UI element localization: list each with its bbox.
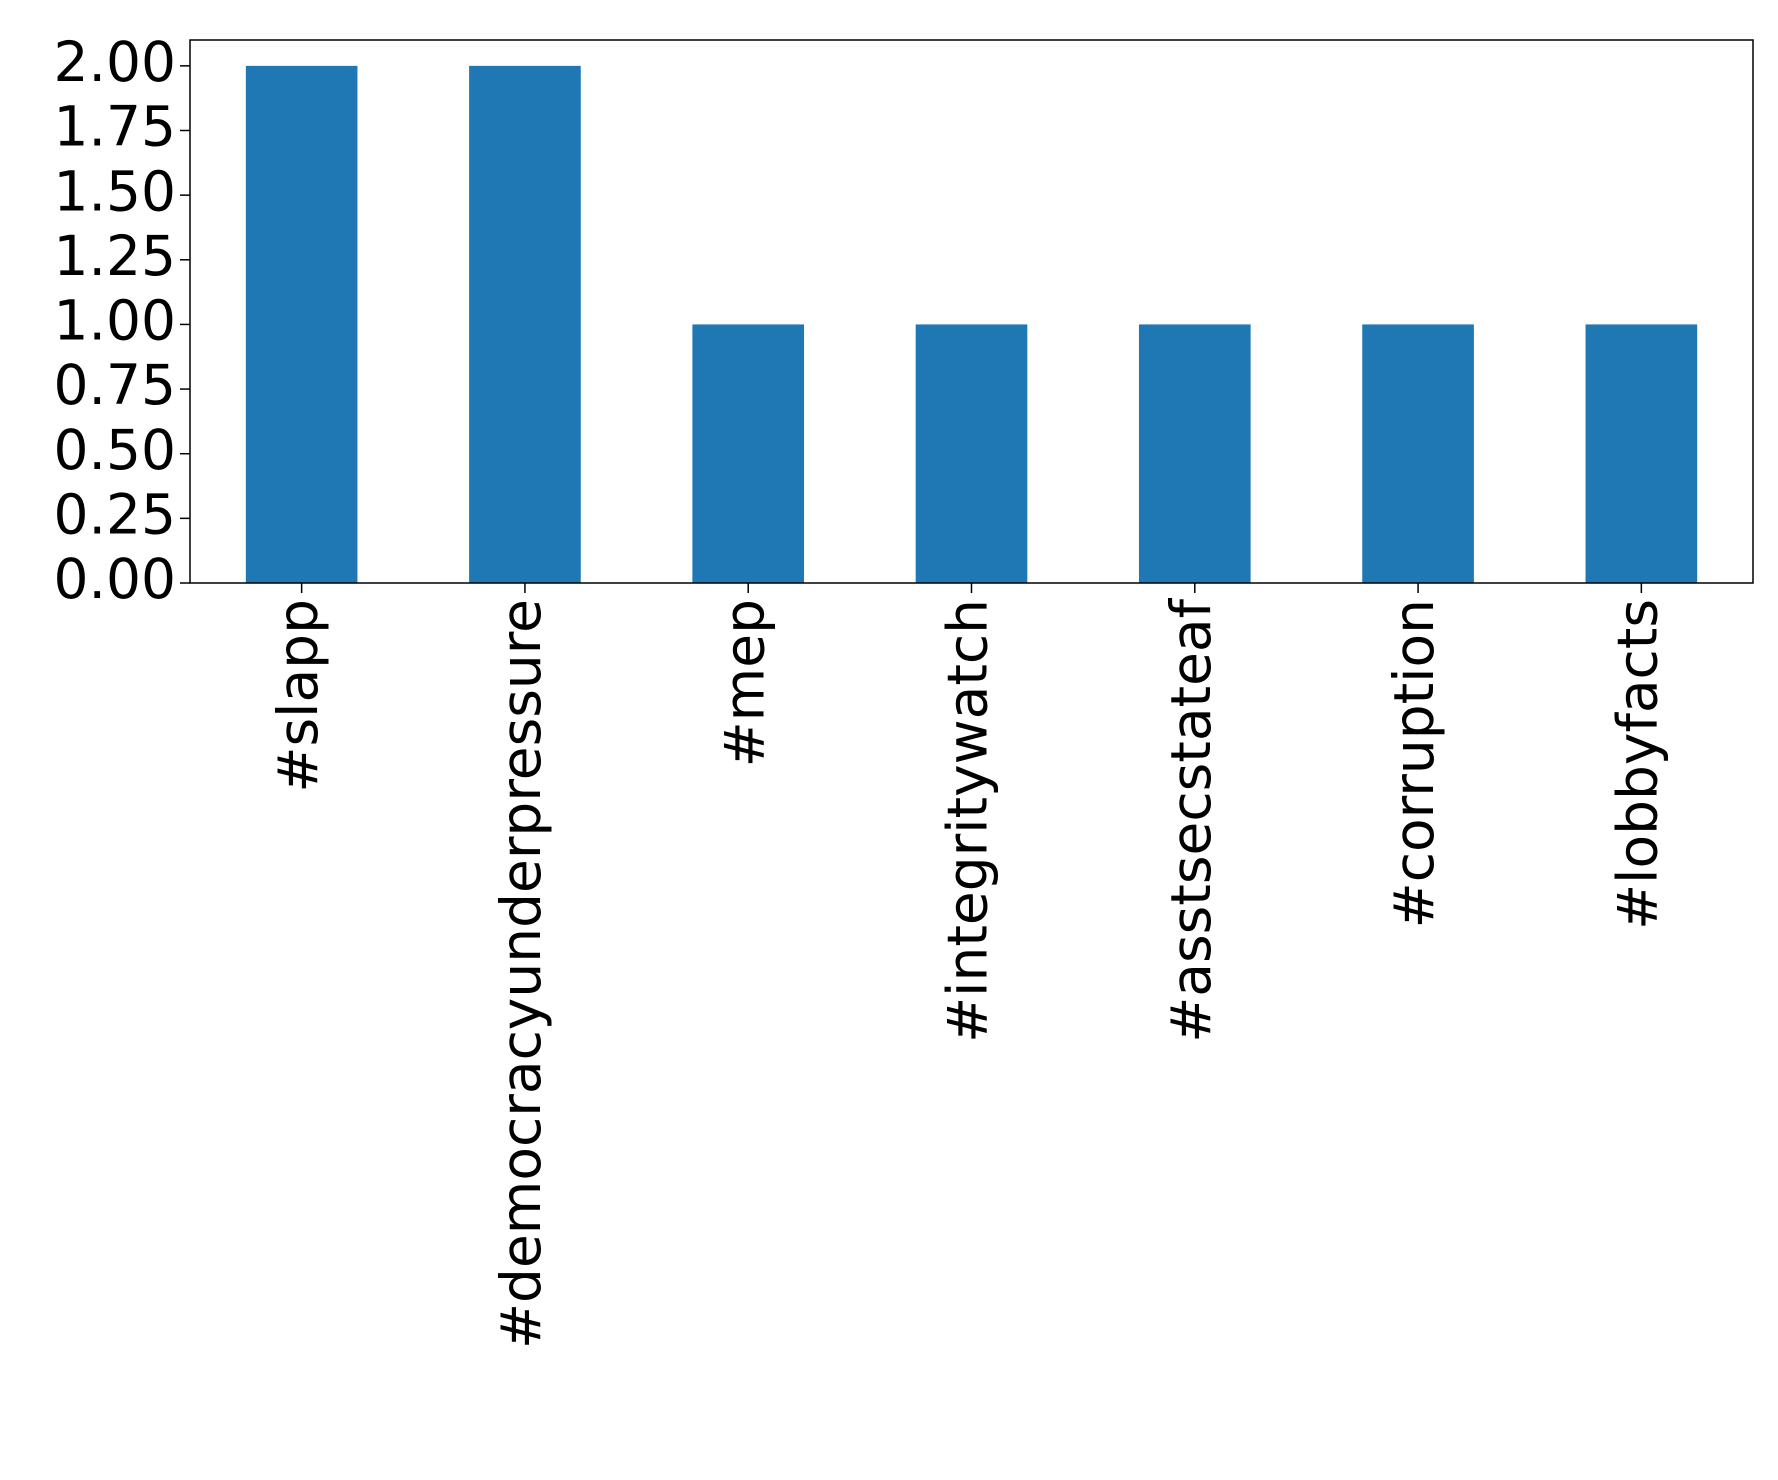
- bar: [1362, 324, 1474, 583]
- y-tick-label: 0.25: [54, 482, 176, 546]
- plot-frame: [189, 39, 1754, 584]
- y-tick-label: 0.00: [54, 547, 176, 611]
- bar: [692, 324, 805, 583]
- x-tick-label: #corruption: [1382, 599, 1446, 928]
- y-tick-label: 1.00: [54, 289, 176, 353]
- bar: [1585, 324, 1698, 583]
- y-tick-label: 2.00: [54, 30, 176, 94]
- bar: [1138, 324, 1251, 583]
- x-tick-label: #asstsecstateaf: [1159, 597, 1223, 1042]
- y-tick-label: 1.25: [54, 224, 176, 288]
- bar: [915, 324, 1028, 583]
- x-tick-label: #democracyunderpressure: [489, 599, 553, 1349]
- x-tick-label: #slapp: [266, 599, 330, 793]
- bar: [245, 65, 358, 584]
- x-tick-label: #integritywatch: [936, 599, 1000, 1043]
- y-tick-label: 1.50: [54, 159, 176, 223]
- y-tick-label: 0.75: [54, 353, 176, 417]
- x-tick-label: #lobbyfacts: [1605, 599, 1669, 930]
- y-tick-label: 1.75: [54, 95, 176, 159]
- x-tick-label: #mep: [712, 599, 776, 767]
- y-tick-label: 0.50: [54, 418, 176, 482]
- bar: [469, 65, 581, 584]
